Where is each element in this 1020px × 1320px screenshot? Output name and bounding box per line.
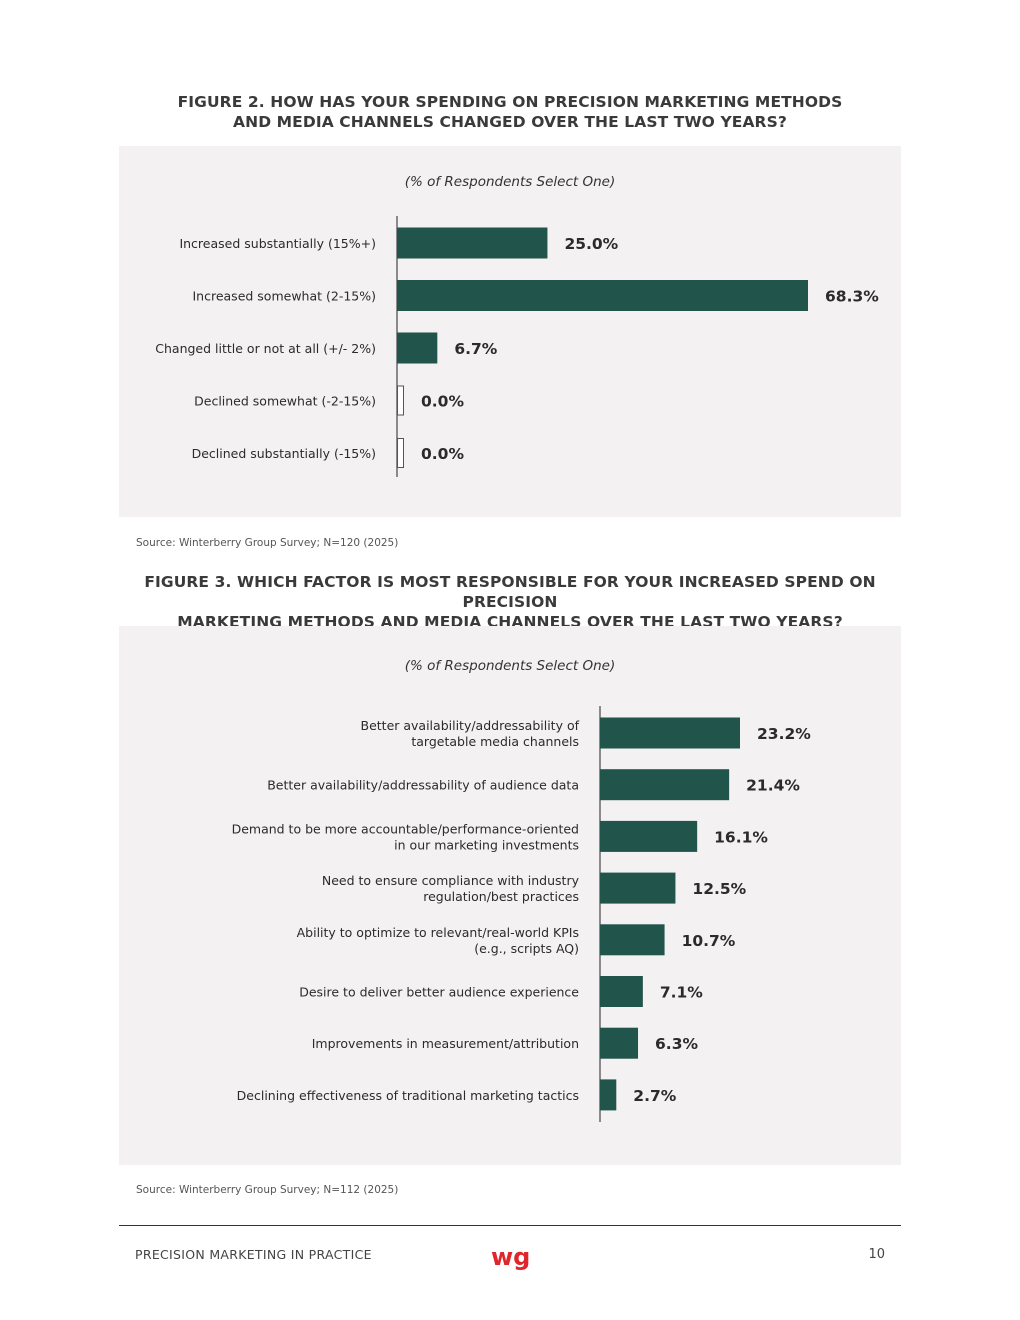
- bar: [600, 872, 676, 904]
- category-label: Improvements in measurement/attribution: [312, 1036, 579, 1051]
- category-label: Declined substantially (-15%): [192, 446, 376, 461]
- category-label: Declined somewhat (-2-15%): [194, 394, 376, 409]
- wg-logo-icon: wg: [491, 1243, 530, 1271]
- data-label: 25.0%: [564, 235, 618, 253]
- data-label: 23.2%: [757, 725, 811, 743]
- bar: [397, 438, 404, 468]
- bar: [397, 332, 438, 364]
- category-label: Increased substantially (15%+): [179, 236, 376, 251]
- data-label: 10.7%: [682, 932, 736, 950]
- data-label: 6.7%: [454, 340, 497, 358]
- figure-2-title-line-1: FIGURE 2. HOW HAS YOUR SPENDING ON PRECI…: [177, 93, 843, 111]
- category-label: Better availability/addressability of au…: [267, 778, 579, 793]
- category-label: Better availability/addressability of: [361, 718, 580, 733]
- category-label: targetable media channels: [411, 734, 579, 749]
- bar: [600, 717, 740, 749]
- data-label: 6.3%: [655, 1035, 698, 1053]
- figure-3-bar-chart: 23.2% Better availability/addressability …: [232, 706, 811, 1122]
- bar: [600, 769, 730, 801]
- figure-2-panel: (% of Respondents Select One) 25.0% Incre…: [119, 146, 901, 517]
- logo-lettering: wg: [491, 1243, 530, 1271]
- category-label: in our marketing investments: [394, 837, 579, 852]
- data-label: 7.1%: [660, 984, 703, 1002]
- category-label: Desire to deliver better audience experi…: [299, 985, 579, 1000]
- category-label: Demand to be more accountable/performanc…: [232, 821, 579, 836]
- figure-2-bar-chart: 25.0% Increased substantially (15%+) 68.3%…: [155, 216, 879, 477]
- data-label: 21.4%: [746, 777, 800, 795]
- data-label: 0.0%: [421, 393, 464, 411]
- page-number: 10: [868, 1247, 885, 1262]
- figure-2-title-line-2: AND MEDIA CHANNELS CHANGED OVER THE LAST…: [233, 113, 787, 131]
- figure-3-subtitle: (% of Respondents Select One): [404, 658, 616, 674]
- footer-divider: [119, 1225, 901, 1226]
- category-label: Changed little or not at all (+/- 2%): [155, 341, 376, 356]
- data-label: 12.5%: [692, 880, 746, 898]
- category-label: Ability to optimize to relevant/real-wor…: [297, 925, 579, 940]
- data-label: 2.7%: [633, 1087, 676, 1105]
- bar: [397, 280, 808, 311]
- figure-3-title: FIGURE 3. WHICH FACTOR IS MOST RESPONSIB…: [110, 572, 910, 632]
- figure-2-title: FIGURE 2. HOW HAS YOUR SPENDING ON PRECI…: [110, 92, 910, 132]
- figure-3-panel: (% of Respondents Select One) 23.2% Bette…: [119, 626, 901, 1165]
- bar: [600, 924, 665, 956]
- figure-3-title-line-1: FIGURE 3. WHICH FACTOR IS MOST RESPONSIB…: [144, 573, 876, 611]
- footer-report-title: PRECISION MARKETING IN PRACTICE: [135, 1247, 372, 1262]
- figure-2-subtitle: (% of Respondents Select One): [404, 174, 616, 190]
- bar: [600, 1079, 617, 1111]
- category-label: (e.g., scripts AQ): [474, 941, 579, 956]
- category-label: Increased somewhat (2-15%): [192, 289, 376, 304]
- bar: [397, 227, 548, 259]
- data-label: 16.1%: [714, 828, 768, 846]
- winterberry-logo: wg: [490, 1243, 534, 1283]
- category-label: Declining effectiveness of traditional m…: [237, 1088, 579, 1103]
- data-label: 0.0%: [421, 445, 464, 463]
- bar: [397, 385, 404, 416]
- bar: [600, 1027, 639, 1059]
- figure-2-source: Source: Winterberry Group Survey; N=120 …: [136, 537, 399, 549]
- figure-3-source: Source: Winterberry Group Survey; N=112 …: [136, 1184, 399, 1196]
- category-label: regulation/best practices: [423, 889, 579, 904]
- category-label: Need to ensure compliance with industry: [322, 873, 580, 888]
- bar: [600, 976, 643, 1007]
- data-label: 68.3%: [825, 288, 879, 306]
- bar: [600, 820, 698, 852]
